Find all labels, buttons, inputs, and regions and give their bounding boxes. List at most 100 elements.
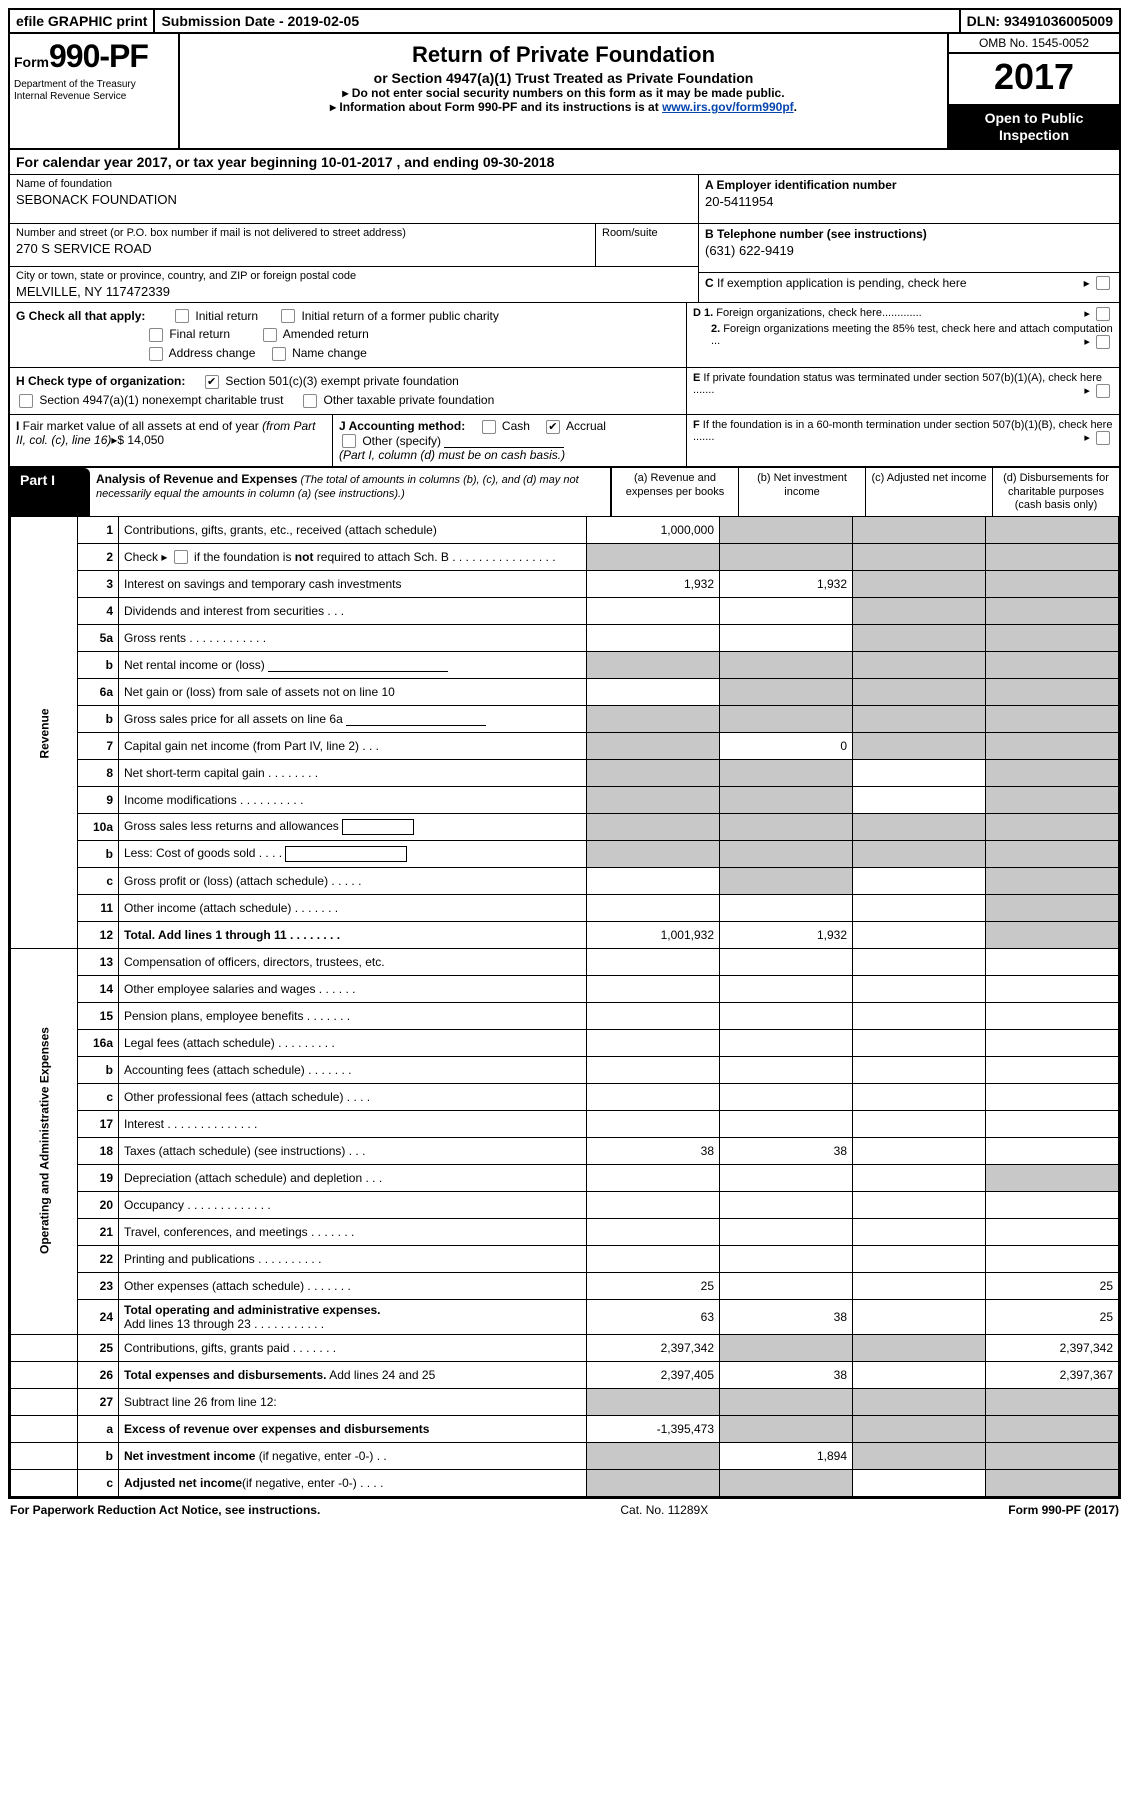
ein-value: 20-5411954 xyxy=(705,194,1113,209)
tax-year: 2017 xyxy=(949,54,1119,106)
j-cash-checkbox[interactable] xyxy=(482,420,496,434)
room-suite-label: Room/suite xyxy=(602,227,692,239)
city-state-zip: MELVILLE, NY 117472339 xyxy=(16,284,692,299)
h-other-taxable[interactable] xyxy=(303,394,317,408)
submission-date: Submission Date - 2019-02-05 xyxy=(155,10,960,32)
j-other-checkbox[interactable] xyxy=(342,434,356,448)
row-4: 4 Dividends and interest from securities… xyxy=(11,597,1119,624)
checks-gh: G Check all that apply: Initial return I… xyxy=(10,303,1119,368)
row-9: 9 Income modifications . . . . . . . . .… xyxy=(11,786,1119,813)
form-title: Return of Private Foundation xyxy=(186,42,941,68)
r1-b xyxy=(720,517,853,544)
ein-label: A Employer identification number xyxy=(705,178,1113,192)
j-accrual-label: Accrual xyxy=(566,419,606,433)
h-opt-0: Section 501(c)(3) exempt private foundat… xyxy=(225,374,458,388)
row-21: 21Travel, conferences, and meetings . . … xyxy=(11,1218,1119,1245)
row-10c: c Gross profit or (loss) (attach schedul… xyxy=(11,867,1119,894)
row-2: 2 Check ▸ if the foundation is not requi… xyxy=(11,543,1119,570)
row-12: 12 Total. Add lines 1 through 11 . . . .… xyxy=(11,921,1119,948)
checks-h-e: H Check type of organization: Section 50… xyxy=(10,368,1119,415)
g-initial-return-former[interactable] xyxy=(281,309,295,323)
g-amended-return[interactable] xyxy=(263,328,277,342)
irs-label: Internal Revenue Service xyxy=(14,91,174,103)
exemption-checkbox[interactable] xyxy=(1096,276,1110,290)
j-label: J Accounting method: xyxy=(339,419,465,433)
j-cash-label: Cash xyxy=(502,419,530,433)
phone-value: (631) 622-9419 xyxy=(705,243,1113,258)
d1-row: D 1. Foreign organizations, check here..… xyxy=(693,307,1113,319)
street-address: 270 S SERVICE ROAD xyxy=(16,241,589,256)
d2-checkbox[interactable] xyxy=(1096,335,1110,349)
name-label: Name of foundation xyxy=(16,178,692,190)
row-6a: 6a Net gain or (loss) from sale of asset… xyxy=(11,678,1119,705)
exemption-pending-label: C If exemption application is pending, c… xyxy=(705,276,967,290)
g-name-change[interactable] xyxy=(272,347,286,361)
row-20: 20Occupancy . . . . . . . . . . . . . xyxy=(11,1191,1119,1218)
h-opt-2: Other taxable private foundation xyxy=(324,393,495,407)
g-final-return[interactable] xyxy=(149,328,163,342)
row-10b: b Less: Cost of goods sold . . . . xyxy=(11,840,1119,867)
r1-desc: Contributions, gifts, grants, etc., rece… xyxy=(119,517,587,544)
identity-block: Name of foundation SEBONACK FOUNDATION N… xyxy=(10,175,1119,303)
row-27c: cAdjusted net income(if negative, enter … xyxy=(11,1469,1119,1496)
row-23: 23Other expenses (attach schedule) . . .… xyxy=(11,1272,1119,1299)
col-a-header: (a) Revenue and expenses per books xyxy=(612,468,739,516)
footer-catno: Cat. No. 11289X xyxy=(620,1503,708,1517)
efile-print-label: efile GRAPHIC print xyxy=(10,10,155,32)
j-accrual-checkbox[interactable] xyxy=(546,420,560,434)
dept-treasury: Department of the Treasury xyxy=(14,79,174,91)
col-b-header: (b) Net investment income xyxy=(739,468,866,516)
row-5a: 5a Gross rents . . . . . . . . . . . . xyxy=(11,624,1119,651)
row-27b: bNet investment income (if negative, ent… xyxy=(11,1442,1119,1469)
dln: DLN: 93491036005009 xyxy=(961,10,1119,32)
row-13: Operating and Administrative Expenses 13… xyxy=(11,948,1119,975)
row-11: 11 Other income (attach schedule) . . . … xyxy=(11,894,1119,921)
info-prefix: Information about Form 990-PF and its in… xyxy=(330,100,662,114)
row-19: 19Depreciation (attach schedule) and dep… xyxy=(11,1164,1119,1191)
g-opt-1: Initial return of a former public charit… xyxy=(301,309,498,323)
row-16c: cOther professional fees (attach schedul… xyxy=(11,1083,1119,1110)
header-left: Form990-PF Department of the Treasury In… xyxy=(10,34,180,148)
opadmin-section-label: Operating and Administrative Expenses xyxy=(11,948,78,1334)
row-14: 14Other employee salaries and wages . . … xyxy=(11,975,1119,1002)
row-16a: 16aLegal fees (attach schedule) . . . . … xyxy=(11,1029,1119,1056)
h-4947[interactable] xyxy=(19,394,33,408)
row-18: 18Taxes (attach schedule) (see instructi… xyxy=(11,1137,1119,1164)
g-initial-return[interactable] xyxy=(175,309,189,323)
d2-row: 2. Foreign organizations meeting the 85%… xyxy=(693,323,1113,347)
fmv-value: ▸$ 14,050 xyxy=(111,433,164,447)
r1-d xyxy=(986,517,1119,544)
irs-link[interactable]: www.irs.gov/form990pf xyxy=(662,100,794,114)
j-note: (Part I, column (d) must be on cash basi… xyxy=(339,448,565,462)
r2-num: 2 xyxy=(78,543,119,570)
form-number: 990-PF xyxy=(49,38,148,74)
col-d-header: (d) Disbursements for charitable purpose… xyxy=(993,468,1119,516)
calendar-year-row: For calendar year 2017, or tax year begi… xyxy=(10,150,1119,175)
g-opt-0: Initial return xyxy=(195,309,258,323)
address-label: Number and street (or P.O. box number if… xyxy=(16,227,589,239)
f-checkbox[interactable] xyxy=(1096,431,1110,445)
part1-label: Part I xyxy=(10,468,90,516)
j-other-label: Other (specify) xyxy=(362,434,441,448)
row-25: 25Contributions, gifts, grants paid . . … xyxy=(11,1334,1119,1361)
g-opt-4: Address change xyxy=(169,346,256,360)
row-6b: b Gross sales price for all assets on li… xyxy=(11,705,1119,732)
g-opt-2: Final return xyxy=(169,327,230,341)
e-checkbox[interactable] xyxy=(1096,384,1110,398)
row-1: Revenue 1 Contributions, gifts, grants, … xyxy=(11,517,1119,544)
form-subtitle: or Section 4947(a)(1) Trust Treated as P… xyxy=(186,70,941,86)
d1-checkbox[interactable] xyxy=(1096,307,1110,321)
row-24: 24Total operating and administrative exp… xyxy=(11,1299,1119,1334)
r2-checkbox[interactable] xyxy=(174,550,188,564)
g-address-change[interactable] xyxy=(149,347,163,361)
open-to-public: Open to Public Inspection xyxy=(949,106,1119,148)
foundation-name: SEBONACK FOUNDATION xyxy=(16,192,692,207)
r2-desc: Check ▸ if the foundation is not require… xyxy=(119,543,587,570)
form-prefix: Form xyxy=(14,54,49,70)
form-container: efile GRAPHIC print Submission Date - 20… xyxy=(8,8,1121,1499)
h-opt-1: Section 4947(a)(1) nonexempt charitable … xyxy=(39,393,283,407)
ssn-warning: Do not enter social security numbers on … xyxy=(186,86,941,100)
r1-a: 1,000,000 xyxy=(587,517,720,544)
footer: For Paperwork Reduction Act Notice, see … xyxy=(8,1499,1121,1517)
h-501c3[interactable] xyxy=(205,375,219,389)
